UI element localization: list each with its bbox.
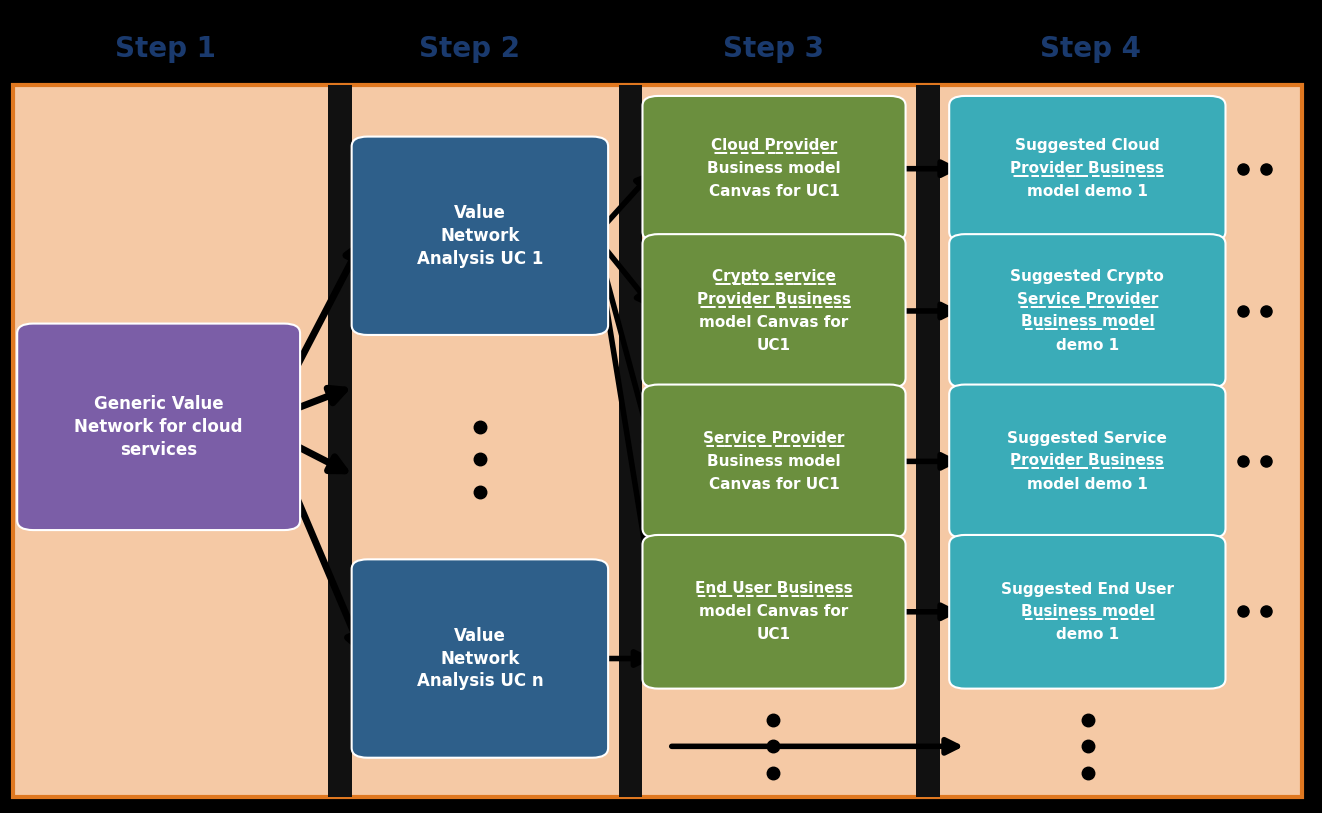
FancyBboxPatch shape — [949, 535, 1225, 689]
Text: model Canvas for: model Canvas for — [699, 604, 849, 620]
Text: Business model: Business model — [707, 161, 841, 176]
Text: B̲u̲s̲i̲n̲e̲s̲s̲ ̲m̲o̲d̲e̲l̲: B̲u̲s̲i̲n̲e̲s̲s̲ ̲m̲o̲d̲e̲l̲ — [1021, 315, 1154, 330]
Bar — [916, 85, 940, 797]
Text: Suggested Cloud: Suggested Cloud — [1015, 138, 1159, 154]
Bar — [328, 85, 352, 797]
Text: C̲l̲o̲u̲d̲ ̲P̲r̲o̲v̲i̲d̲e̲r̲: C̲l̲o̲u̲d̲ ̲P̲r̲o̲v̲i̲d̲e̲r̲ — [711, 138, 837, 154]
Text: Network for cloud: Network for cloud — [74, 418, 243, 436]
FancyBboxPatch shape — [642, 234, 906, 388]
Text: UC1: UC1 — [758, 627, 791, 642]
Text: Analysis UC n: Analysis UC n — [416, 672, 543, 690]
FancyBboxPatch shape — [949, 96, 1225, 241]
Text: model demo 1: model demo 1 — [1027, 184, 1147, 199]
Text: B̲u̲s̲i̲n̲e̲s̲s̲ ̲m̲o̲d̲e̲l̲: B̲u̲s̲i̲n̲e̲s̲s̲ ̲m̲o̲d̲e̲l̲ — [1021, 604, 1154, 620]
Text: S̲e̲r̲v̲i̲c̲e̲ ̲P̲r̲o̲v̲i̲d̲e̲r̲: S̲e̲r̲v̲i̲c̲e̲ ̲P̲r̲o̲v̲i̲d̲e̲r̲ — [1017, 292, 1158, 307]
FancyBboxPatch shape — [352, 559, 608, 758]
Text: UC1: UC1 — [758, 337, 791, 353]
Text: Value: Value — [453, 204, 506, 222]
Text: model demo 1: model demo 1 — [1027, 476, 1147, 492]
Bar — [619, 85, 642, 797]
FancyBboxPatch shape — [13, 85, 1302, 797]
Text: Step 4: Step 4 — [1040, 35, 1141, 63]
Text: demo 1: demo 1 — [1056, 627, 1118, 642]
Text: Step 2: Step 2 — [419, 35, 520, 63]
Text: demo 1: demo 1 — [1056, 337, 1118, 353]
Text: P̲r̲o̲v̲i̲d̲e̲r̲ ̲B̲u̲s̲i̲n̲e̲s̲s̲: P̲r̲o̲v̲i̲d̲e̲r̲ ̲B̲u̲s̲i̲n̲e̲s̲s̲ — [697, 292, 851, 307]
FancyBboxPatch shape — [642, 385, 906, 538]
Text: Analysis UC 1: Analysis UC 1 — [416, 250, 543, 267]
Text: Suggested Crypto: Suggested Crypto — [1010, 269, 1165, 285]
Text: Value: Value — [453, 627, 506, 645]
Text: Network: Network — [440, 650, 520, 667]
Text: Step 1: Step 1 — [115, 35, 215, 63]
Text: Network: Network — [440, 227, 520, 245]
Text: services: services — [120, 441, 197, 459]
Text: Business model: Business model — [707, 454, 841, 469]
Text: S̲e̲r̲v̲i̲c̲e̲ ̲P̲r̲o̲v̲i̲d̲e̲r̲: S̲e̲r̲v̲i̲c̲e̲ ̲P̲r̲o̲v̲i̲d̲e̲r̲ — [703, 431, 845, 446]
Text: C̲r̲y̲p̲t̲o̲ ̲s̲e̲r̲v̲i̲c̲e̲: C̲r̲y̲p̲t̲o̲ ̲s̲e̲r̲v̲i̲c̲e̲ — [713, 269, 836, 285]
FancyBboxPatch shape — [949, 234, 1225, 388]
FancyBboxPatch shape — [949, 385, 1225, 538]
FancyBboxPatch shape — [642, 96, 906, 241]
Text: P̲r̲o̲v̲i̲d̲e̲r̲ ̲B̲u̲s̲i̲n̲e̲s̲s̲: P̲r̲o̲v̲i̲d̲e̲r̲ ̲B̲u̲s̲i̲n̲e̲s̲s̲ — [1010, 454, 1165, 469]
Text: Suggested End User: Suggested End User — [1001, 581, 1174, 597]
Text: Canvas for UC1: Canvas for UC1 — [709, 476, 839, 492]
Text: E̲n̲d̲ ̲U̲s̲e̲r̲ ̲B̲u̲s̲i̲n̲e̲s̲s̲: E̲n̲d̲ ̲U̲s̲e̲r̲ ̲B̲u̲s̲i̲n̲e̲s̲s̲ — [695, 581, 853, 597]
FancyBboxPatch shape — [352, 137, 608, 335]
Text: Step 3: Step 3 — [723, 35, 824, 63]
Text: Generic Value: Generic Value — [94, 395, 223, 413]
Text: Suggested Service: Suggested Service — [1007, 431, 1167, 446]
Text: model Canvas for: model Canvas for — [699, 315, 849, 330]
Text: P̲r̲o̲v̲i̲d̲e̲r̲ ̲B̲u̲s̲i̲n̲e̲s̲s̲: P̲r̲o̲v̲i̲d̲e̲r̲ ̲B̲u̲s̲i̲n̲e̲s̲s̲ — [1010, 161, 1165, 176]
FancyBboxPatch shape — [642, 535, 906, 689]
FancyBboxPatch shape — [17, 324, 300, 530]
Text: Canvas for UC1: Canvas for UC1 — [709, 184, 839, 199]
